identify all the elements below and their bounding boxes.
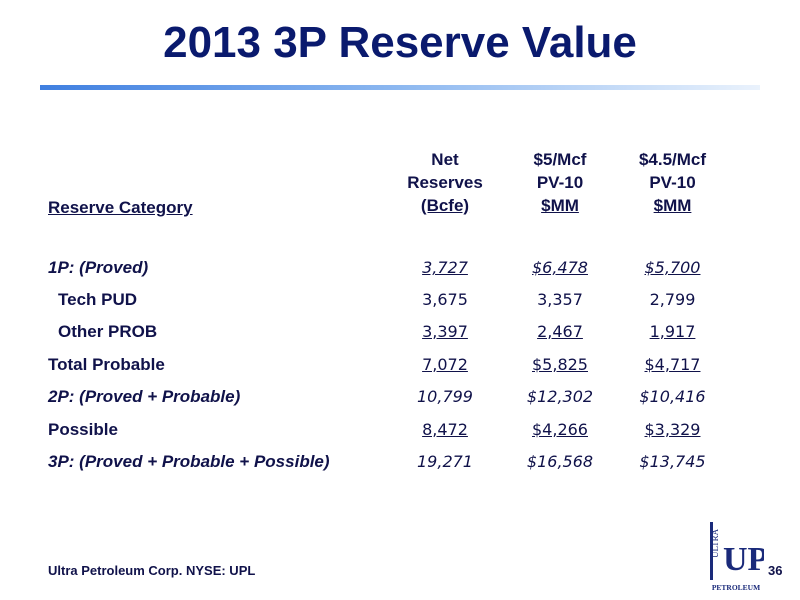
table-row-3p: 3P: (Proved + Probable + Possible) 19,27… [0, 452, 800, 476]
row-value-net-reserves: 10,799 [417, 387, 473, 406]
footer-company: Ultra Petroleum Corp. NYSE: UPL [48, 563, 256, 578]
logo-letters: UP [723, 541, 764, 578]
row-category: 2P: (Proved + Probable) [48, 387, 241, 406]
row-value-4-5-mcf: $5,700 [644, 258, 701, 277]
row-value-4-5-mcf: $3,329 [644, 420, 701, 439]
row-value-net-reserves: 3,397 [422, 322, 468, 341]
header-net-reserves: Net Reserves (Bcfe) [395, 148, 495, 217]
row-value-net-reserves: 3,675 [422, 290, 468, 309]
row-value-4-5-mcf: $4,717 [644, 355, 701, 374]
row-value-5-mcf: $16,568 [526, 452, 594, 471]
row-category: 3P: (Proved + Probable + Possible) [48, 452, 330, 471]
row-value-5-mcf: 2,467 [537, 322, 583, 341]
table-row-2p: 2P: (Proved + Probable) 10,799 $12,302 $… [0, 387, 800, 411]
logo-side-text: ULTRA [710, 528, 720, 558]
row-value-net-reserves: 8,472 [422, 420, 468, 439]
table-row-1p-proved: 1P: (Proved) 3,727 $6,478 $5,700 [0, 258, 800, 282]
table-row-total-probable: Total Probable 7,072 $5,825 $4,717 [0, 355, 800, 379]
row-category: Total Probable [48, 355, 165, 374]
row-value-net-reserves: 19,271 [417, 452, 473, 471]
header-col1-line3: (Bcfe) [420, 196, 470, 215]
header-col3-line1: $4.5/Mcf [638, 150, 707, 169]
header-4-5-mcf-pv10: $4.5/Mcf PV-10 $MM [615, 148, 730, 217]
row-category: Tech PUD [58, 290, 138, 309]
table-row-other-prob: Other PROB 3,397 2,467 1,917 [0, 322, 800, 346]
row-value-5-mcf: $6,478 [532, 258, 588, 277]
title-underline-bar [40, 85, 760, 90]
logo-bottom-text: PETROLEUM [712, 583, 760, 592]
header-category-label: Reserve Category [48, 198, 193, 217]
row-value-4-5-mcf: $13,745 [639, 452, 706, 471]
slide-title: 2013 3P Reserve Value [163, 18, 637, 67]
table-row-tech-pud: Tech PUD 3,675 3,357 2,799 [0, 290, 800, 314]
header-col1-line2: Reserves [407, 173, 483, 192]
page-number: 36 [768, 563, 783, 578]
row-value-5-mcf: $12,302 [526, 387, 594, 406]
row-value-5-mcf: $5,825 [532, 355, 588, 374]
ultra-petroleum-logo: ULTRA UP PETROLEUM [708, 518, 764, 594]
row-value-4-5-mcf: $10,416 [639, 387, 706, 406]
row-category: Possible [48, 420, 118, 439]
header-col1-line1: Net [431, 150, 459, 169]
header-reserve-category: Reserve Category [48, 196, 193, 219]
header-5-mcf-pv10: $5/Mcf PV-10 $MM [505, 148, 615, 217]
row-category: Other PROB [58, 322, 158, 341]
row-value-4-5-mcf: 2,799 [649, 290, 696, 309]
header-col2-line1: $5/Mcf [533, 150, 587, 169]
row-value-5-mcf: 3,357 [537, 290, 583, 309]
table-row-possible: Possible 8,472 $4,266 $3,329 [0, 420, 800, 444]
row-category: 1P: (Proved) [48, 258, 149, 277]
header-col3-line2: PV-10 [649, 173, 696, 192]
row-value-5-mcf: $4,266 [532, 420, 588, 439]
row-value-4-5-mcf: 1,917 [649, 322, 696, 341]
row-value-net-reserves: 7,072 [422, 355, 468, 374]
header-col2-line3: $MM [541, 196, 579, 215]
header-col2-line2: PV-10 [536, 173, 584, 192]
row-value-net-reserves: 3,727 [422, 258, 468, 277]
header-col3-line3: $MM [653, 196, 692, 215]
